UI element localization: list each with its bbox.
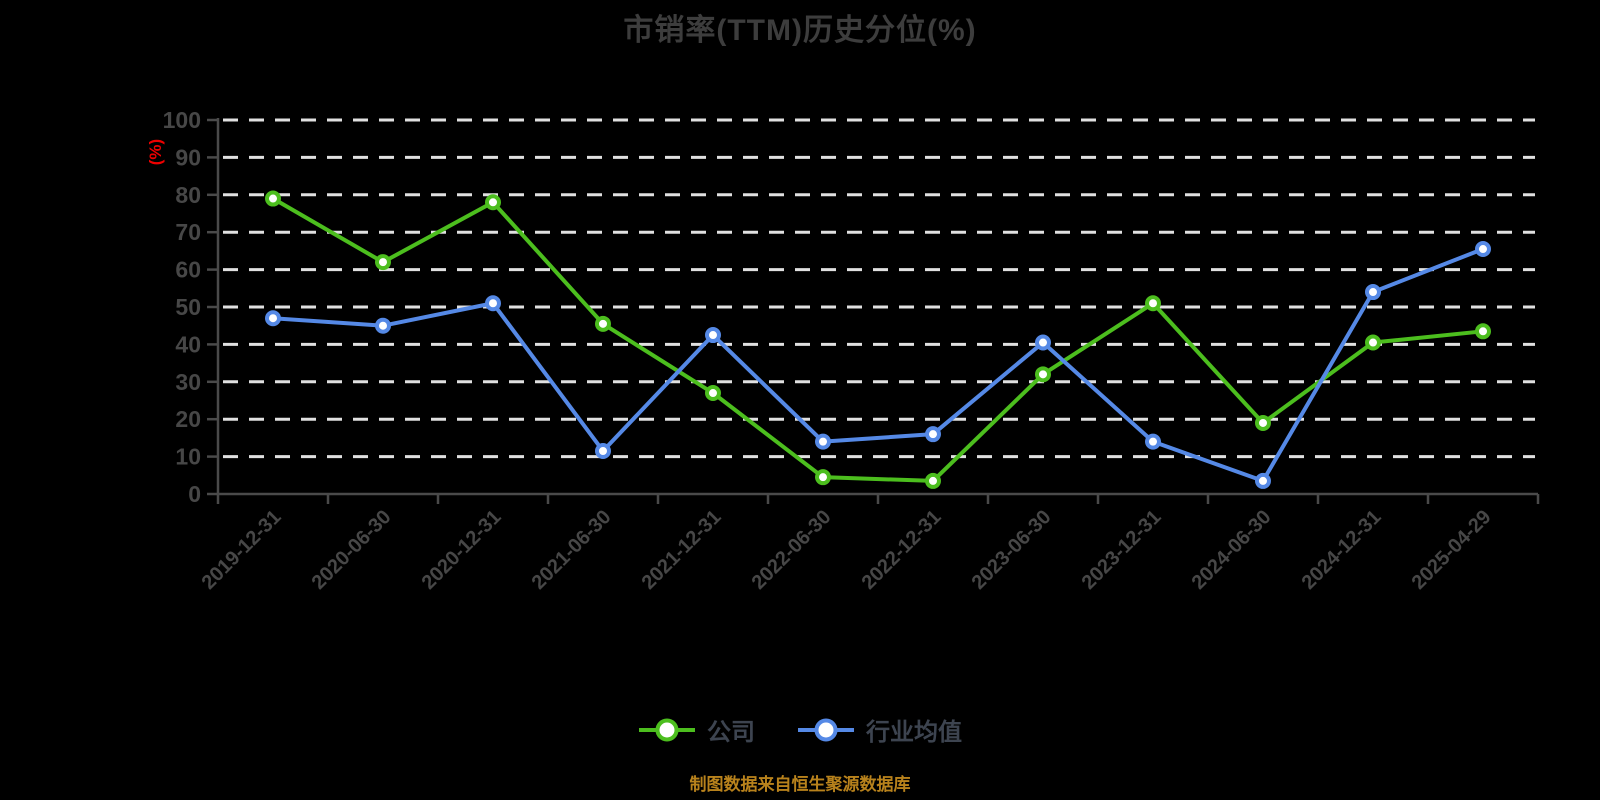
data-point-industry [815, 433, 831, 450]
data-point-company [375, 254, 391, 271]
data-point-industry [375, 317, 391, 334]
x-tick-label: 2020-12-31 [418, 506, 506, 594]
data-point-industry [1145, 433, 1161, 450]
x-tick-label: 2024-12-31 [1298, 506, 1386, 594]
data-point-industry [925, 426, 941, 443]
chart-title: 市销率(TTM)历史分位(%) [623, 14, 977, 47]
y-tick-label: 10 [175, 444, 201, 470]
x-tick-label: 2023-06-30 [968, 506, 1056, 594]
y-tick-label: 60 [175, 257, 201, 283]
legend-item-company[interactable]: 公司 [638, 712, 755, 747]
source-note: 制图数据来自恒生聚源数据库 [689, 775, 911, 794]
x-tick-label: 2022-12-31 [858, 506, 946, 594]
legend-item-industry[interactable]: 行业均值 [797, 712, 962, 747]
y-tick-label: 70 [175, 219, 201, 245]
line-chart-plot: 0 10 20 30 40 50 60 70 80 90 100 2019-12-31 2020-06-… [163, 107, 1540, 594]
x-tick-label: 2020-06-30 [308, 506, 396, 594]
x-tick-label: 2023-12-31 [1078, 506, 1166, 594]
data-point-company [1145, 295, 1161, 312]
data-point-company [1365, 334, 1381, 351]
data-point-industry [265, 310, 281, 327]
data-point-industry [1255, 472, 1271, 489]
data-point-company [485, 194, 501, 211]
series-line-industry [271, 247, 1485, 483]
data-point-company [925, 472, 941, 489]
legend-label-industry: 行业均值 [866, 719, 962, 746]
data-point-industry [1035, 334, 1051, 351]
x-tick-label: 2025-04-29 [1408, 506, 1496, 594]
y-tick-label: 80 [175, 182, 201, 208]
industry-series-marker-icon [798, 718, 854, 741]
x-tick-label: 2021-06-30 [528, 506, 616, 594]
data-point-industry [1475, 241, 1491, 258]
y-tick-label: 40 [175, 331, 201, 357]
legend-label-company: 公司 [707, 719, 755, 746]
data-point-company [265, 190, 281, 207]
data-point-company [815, 469, 831, 486]
legend: 公司 行业均值 [0, 712, 1600, 747]
y-tick-label: 20 [175, 406, 201, 432]
data-point-industry [705, 327, 721, 344]
data-point-industry [595, 442, 611, 459]
y-tick-label: 50 [175, 294, 201, 320]
data-point-industry [485, 295, 501, 312]
data-point-industry [1365, 284, 1381, 301]
x-tick-label: 2022-06-30 [748, 506, 836, 594]
data-point-company [1035, 366, 1051, 383]
x-tick-label: 2024-06-30 [1188, 506, 1276, 594]
x-tick-label: 2021-12-31 [638, 506, 726, 594]
y-tick-label: 0 [188, 481, 201, 507]
data-point-company [1475, 323, 1491, 340]
y-tick-label: 30 [175, 369, 201, 395]
data-point-company [1255, 414, 1271, 431]
series-line-company [271, 196, 1485, 483]
x-tick-label: 2019-12-31 [198, 506, 286, 594]
y-tick-label: 100 [163, 107, 201, 133]
y-tick-label: 90 [175, 144, 201, 170]
data-point-company [595, 315, 611, 332]
company-series-marker-icon [639, 718, 695, 741]
data-point-company [705, 385, 721, 402]
